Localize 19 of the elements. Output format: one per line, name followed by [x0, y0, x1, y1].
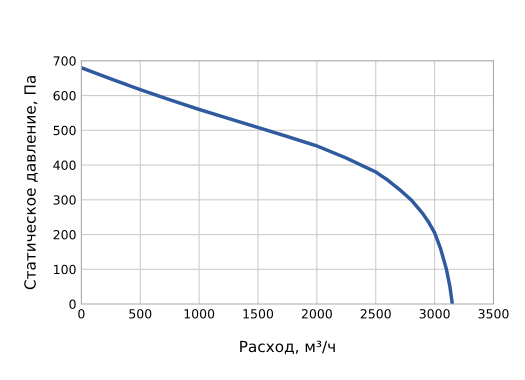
y-tick-label: 200: [54, 230, 76, 240]
x-tick-label: 500: [129, 309, 152, 319]
y-tick-label: 300: [54, 195, 76, 205]
y-tick-label: 400: [53, 160, 76, 170]
x-tick-label: 1500: [243, 309, 274, 319]
y-tick-label: 0: [69, 299, 76, 309]
y-tick-label: 500: [54, 126, 76, 136]
x-tick-label: 0: [78, 309, 85, 319]
x-tick-label: 1000: [184, 309, 214, 319]
x-axis-title: Расход, м³/ч: [240, 340, 335, 354]
x-tick-label: 2500: [360, 309, 391, 319]
y-tick-label: 100: [54, 264, 76, 274]
x-tick-label: 3500: [478, 309, 509, 319]
x-tick-label: 3000: [420, 309, 450, 319]
y-tick-label: 600: [54, 91, 76, 100]
y-axis-title: Статическое давление, Па: [24, 76, 38, 290]
line-series: [81, 66, 454, 304]
y-tick-label: 700: [54, 56, 76, 66]
x-tick-label: 2000: [302, 309, 332, 319]
